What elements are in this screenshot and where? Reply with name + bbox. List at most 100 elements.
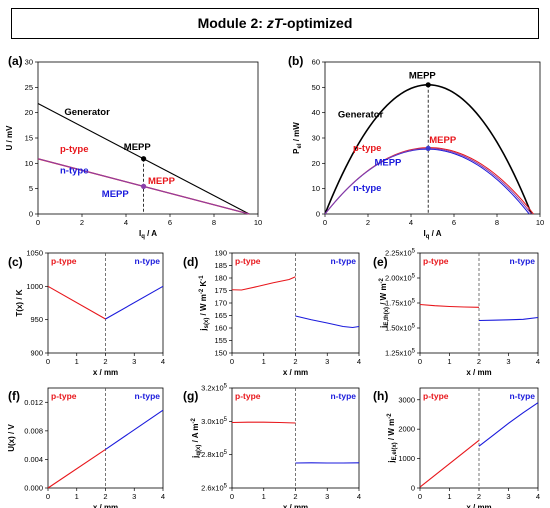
n-type-label: n-type xyxy=(331,391,357,401)
curve-n-type xyxy=(324,148,530,215)
annotation-n-type: n-type xyxy=(353,183,382,194)
x-tick-label: 1 xyxy=(262,357,266,366)
annotation-mepp: MEPP xyxy=(124,142,152,153)
x-tick-label: 2 xyxy=(477,492,481,501)
series-line-n-type xyxy=(105,409,164,450)
p-type-label: p-type xyxy=(51,391,77,401)
annotation-p-type: p-type xyxy=(60,144,89,155)
panel-label: (b) xyxy=(288,54,303,68)
p-type-label: p-type xyxy=(423,256,449,266)
y-tick-label: 2.6x105 xyxy=(201,484,228,493)
y-tick-label: 175 xyxy=(214,286,227,295)
series-line-n-type xyxy=(295,315,360,329)
y-axis-label: jq(x) / A m-2 xyxy=(191,417,202,458)
mepp-point xyxy=(425,82,431,88)
p-type-label: p-type xyxy=(51,256,77,266)
y-tick-label: 3.0x105 xyxy=(201,417,228,426)
series-line-p-type xyxy=(231,421,296,424)
x-tick-label: 2 xyxy=(80,218,84,227)
annotation-mepp: MEPP xyxy=(102,189,130,200)
y-tick-label: 60 xyxy=(312,58,320,67)
panel-label: (d) xyxy=(183,255,198,269)
x-tick-label: 3 xyxy=(132,357,136,366)
annotation-n-type: n-type xyxy=(60,165,89,176)
annotation-p-type: p-type xyxy=(353,143,382,154)
panel-e: (e) 0 1 2 3 4 1.25x105 1.50x105 1.75x105 2.00x105… xyxy=(373,249,540,378)
x-axis-label: x / mm xyxy=(93,368,118,377)
p-type-label: p-type xyxy=(235,391,261,401)
y-tick-label: 0.012 xyxy=(24,398,43,407)
panel-c: (c) 0 1 2 3 4 900 950 1000 1050 x / mm T(x) / K p-ty… xyxy=(8,249,165,378)
y-axis-label: Pel / mW xyxy=(292,122,303,154)
y-tick-label: 185 xyxy=(214,261,227,270)
mepp-point xyxy=(141,156,147,162)
title-text: Module 2: zT-optimized xyxy=(198,15,353,31)
y-axis-label: U / mV xyxy=(5,125,14,151)
annotation-mepp: MEPP xyxy=(374,157,402,168)
y-tick-label: 160 xyxy=(214,324,227,333)
title-suffix: -optimized xyxy=(282,15,352,31)
mepp-point xyxy=(425,145,431,151)
y-tick-label: 2000 xyxy=(398,425,415,434)
x-tick-label: 1 xyxy=(447,492,451,501)
title-italic: zT xyxy=(266,15,284,31)
x-tick-label: 3 xyxy=(506,492,510,501)
y-tick-label: 0.008 xyxy=(24,426,43,435)
series-line-n-type xyxy=(478,316,539,322)
series-line-p-type xyxy=(231,276,296,291)
p-type-label: p-type xyxy=(235,256,261,266)
y-tick-label: 1.25x105 xyxy=(385,349,416,358)
y-tick-label: 2.25x105 xyxy=(385,249,416,258)
y-axis-label: U(x) / V xyxy=(7,424,16,452)
x-tick-label: 0 xyxy=(418,357,422,366)
y-axis-label: jE,th(x) / W m-2 xyxy=(379,277,390,328)
x-tick-label: 3 xyxy=(325,492,329,501)
y-tick-label: 1000 xyxy=(26,282,43,291)
y-tick-label: 900 xyxy=(30,349,43,358)
y-tick-label: 0 xyxy=(411,484,415,493)
x-tick-label: 4 xyxy=(536,492,540,501)
x-tick-label: 0 xyxy=(36,218,40,227)
y-tick-label: 20 xyxy=(25,108,33,117)
panel-label: (h) xyxy=(373,389,388,403)
x-axis-label: x / mm xyxy=(93,503,118,508)
x-tick-label: 8 xyxy=(212,218,216,227)
y-tick-label: 20 xyxy=(312,159,320,168)
y-axis-label: jE,el(x) / W m-2 xyxy=(387,413,398,464)
y-tick-label: 50 xyxy=(312,83,320,92)
x-tick-label: 2 xyxy=(103,492,107,501)
annotation-generator: Generator xyxy=(338,110,384,121)
x-tick-label: 4 xyxy=(357,357,361,366)
series-line-n-type xyxy=(478,402,539,447)
y-tick-label: 15 xyxy=(25,134,33,143)
title-frame xyxy=(11,8,539,39)
x-axis-label: x / mm xyxy=(466,503,491,508)
panel-h: (h) 0 1 2 3 4 0 1000 2000 3000 x / mm jE,el(x) / W … xyxy=(373,387,540,508)
p-type-label: p-type xyxy=(423,391,449,401)
x-tick-label: 6 xyxy=(452,218,456,227)
x-tick-label: 1 xyxy=(262,492,266,501)
panel-g: (g) 0 1 2 3 4 2.6x105 2.8x105 3.0x105 3.2x105 x / … xyxy=(183,384,361,508)
y-tick-label: 0.000 xyxy=(24,484,43,493)
x-tick-label: 1 xyxy=(447,357,451,366)
x-tick-label: 0 xyxy=(418,492,422,501)
x-axis-label: x / mm xyxy=(283,368,308,377)
y-tick-label: 0 xyxy=(316,210,320,219)
y-tick-label: 150 xyxy=(214,349,227,358)
x-axis-label: x / mm xyxy=(283,503,308,508)
n-type-label: n-type xyxy=(331,256,357,266)
annotation-generator: Generator xyxy=(64,107,110,118)
x-tick-label: 0 xyxy=(230,357,234,366)
x-tick-label: 1 xyxy=(75,492,79,501)
y-tick-label: 1000 xyxy=(398,454,415,463)
y-tick-label: 3000 xyxy=(398,395,415,404)
x-tick-label: 0 xyxy=(323,218,327,227)
n-type-label: n-type xyxy=(135,391,161,401)
panel-label: (e) xyxy=(373,255,388,269)
series-line-p-type xyxy=(47,285,106,320)
y-tick-label: 3.2x105 xyxy=(201,384,228,393)
y-tick-label: 25 xyxy=(25,83,33,92)
y-tick-label: 5 xyxy=(29,184,33,193)
y-tick-label: 30 xyxy=(25,58,33,67)
